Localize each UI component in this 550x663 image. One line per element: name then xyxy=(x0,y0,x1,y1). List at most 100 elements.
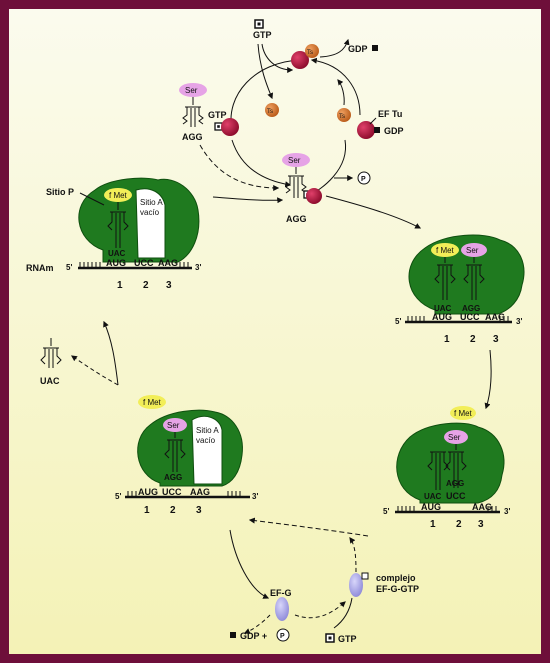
ef-tu-gdp-icon xyxy=(357,121,375,139)
svg-text:AAG: AAG xyxy=(485,312,505,322)
ser-pill-3 xyxy=(444,430,468,444)
svg-text:Ser: Ser xyxy=(167,421,180,430)
svg-text:3': 3' xyxy=(195,263,201,272)
svg-text:2: 2 xyxy=(170,505,176,516)
ser-pill-center xyxy=(282,153,310,167)
svg-text:UCC: UCC xyxy=(134,258,154,268)
svg-text:Ser: Ser xyxy=(448,433,461,442)
svg-text:vacío: vacío xyxy=(140,208,160,217)
ef-g-gtp-label: EF-G-GTP xyxy=(376,584,419,594)
svg-text:Ts: Ts xyxy=(307,50,313,56)
svg-text:UCC: UCC xyxy=(446,491,466,501)
svg-text:3': 3' xyxy=(516,317,522,326)
ser-pill-left xyxy=(179,83,207,97)
svg-text:5': 5' xyxy=(66,263,72,272)
svg-text:Sitio A: Sitio A xyxy=(140,198,163,207)
svg-text:AAG: AAG xyxy=(158,258,178,268)
trna-center-icon xyxy=(285,167,307,198)
svg-text:UAC: UAC xyxy=(108,249,126,258)
svg-text:1: 1 xyxy=(144,505,150,516)
canvas-background xyxy=(9,9,541,654)
svg-text:AUG: AUG xyxy=(106,258,126,268)
ts-free-left-icon xyxy=(265,103,279,117)
ef-tu-label: EF Tu xyxy=(378,109,402,119)
svg-text:Ser: Ser xyxy=(466,246,479,255)
gdp-bottom-square-icon xyxy=(230,632,236,638)
svg-text:3: 3 xyxy=(196,505,202,516)
svg-text:AGG: AGG xyxy=(164,473,182,482)
svg-text:P: P xyxy=(361,176,366,183)
trna-released-icon xyxy=(40,338,62,368)
fmet-pill-2 xyxy=(431,243,459,257)
svg-text:3: 3 xyxy=(166,280,172,291)
svg-text:5': 5' xyxy=(115,492,121,501)
fmet-pill-4 xyxy=(138,395,166,409)
gtp-left-label: GTP xyxy=(208,110,227,120)
svg-text:3: 3 xyxy=(493,334,499,345)
svg-text:Ts: Ts xyxy=(267,109,273,115)
svg-text:f Met: f Met xyxy=(454,409,473,418)
svg-text:vacío: vacío xyxy=(196,436,216,445)
phosphate-top-icon xyxy=(357,171,371,185)
gdp-square-icon xyxy=(372,45,378,51)
ribosome-1-empty-a-site xyxy=(135,188,166,259)
svg-text:3': 3' xyxy=(504,507,510,516)
svg-text:AAG: AAG xyxy=(472,502,492,512)
phosphate-bottom-icon xyxy=(276,628,290,642)
ef-g-gtp-complex-icon xyxy=(349,573,363,597)
svg-text:f Met: f Met xyxy=(109,191,128,200)
agg-left-label: AGG xyxy=(182,132,203,142)
ser-pill-2 xyxy=(461,243,487,257)
svg-text:AUG: AUG xyxy=(138,487,158,497)
svg-text:AUG: AUG xyxy=(432,312,452,322)
gdp-plus-label: GDP + xyxy=(240,631,267,641)
ser-pill-4 xyxy=(163,418,187,432)
svg-text:1: 1 xyxy=(117,280,123,291)
fmet-pill-3 xyxy=(450,406,476,420)
ef-g-label: EF-G xyxy=(270,588,292,598)
fmet-pill-1 xyxy=(104,188,132,202)
ef-tu-gtp-center-icon xyxy=(306,188,322,204)
svg-text:AGG: AGG xyxy=(462,304,480,313)
agg-center-label: AGG xyxy=(286,214,307,224)
ef-tu-ts-complex-icon xyxy=(291,51,309,69)
ribosome-4-empty-a-site xyxy=(191,415,223,485)
ribosome-3: f Met Ser UAC AGG 5' 3' AUG UCC AAG 1 2 … xyxy=(248,406,510,537)
ribosome-4: Sitio A vacío f Met Ser AGG 5' 3' AUG UC… xyxy=(71,320,258,516)
svg-text:1: 1 xyxy=(444,334,450,345)
svg-text:2: 2 xyxy=(470,334,476,345)
trna-left-icon xyxy=(182,97,204,127)
rnam-label: RNAm xyxy=(26,263,54,273)
svg-text:1: 1 xyxy=(430,519,436,530)
svg-text:UAC: UAC xyxy=(434,304,452,313)
sitio-p-label: Sitio P xyxy=(46,187,74,197)
svg-text:Ts: Ts xyxy=(339,114,345,120)
svg-text:P: P xyxy=(280,633,285,640)
gtp-top-label: GTP xyxy=(253,30,272,40)
gtp-bottom-label: GTP xyxy=(338,634,357,644)
gdp-top-label: GDP xyxy=(348,44,368,54)
ef-tu-gtp-left-icon xyxy=(221,118,239,136)
svg-text:AUG: AUG xyxy=(421,502,441,512)
ts-free-right-icon xyxy=(337,108,351,122)
trna-1-icon xyxy=(107,202,129,248)
ts-top-icon xyxy=(305,44,319,58)
svg-text:Ser: Ser xyxy=(288,156,301,165)
svg-text:f Met: f Met xyxy=(143,398,162,407)
svg-text:UAC: UAC xyxy=(424,492,442,501)
svg-text:Sitio A: Sitio A xyxy=(196,426,219,435)
ef-g-cycle: EF-G GDP + P GTP complejo EF-G-GTP xyxy=(229,529,419,644)
svg-text:AAG: AAG xyxy=(190,487,210,497)
ribosome-1: Sitio A vacío f Met UAC Sitio P RNAm 5' … xyxy=(26,177,201,291)
svg-text:UCC: UCC xyxy=(162,487,182,497)
svg-text:5': 5' xyxy=(383,507,389,516)
svg-text:2: 2 xyxy=(143,280,149,291)
ribosome-3-body xyxy=(396,422,505,504)
svg-text:3': 3' xyxy=(252,492,258,501)
gdp-right-label: GDP xyxy=(384,126,404,136)
svg-text:2: 2 xyxy=(456,519,462,530)
ribosome-2: f Met Ser UAC AGG 5' 3' AUG UCC AAG 1 2 … xyxy=(395,234,525,410)
svg-text:UCC: UCC xyxy=(460,312,480,322)
released-trna-label: UAC xyxy=(40,376,60,386)
svg-text:5': 5' xyxy=(395,317,401,326)
